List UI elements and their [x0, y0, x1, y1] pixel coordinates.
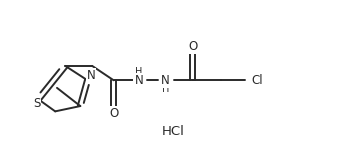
- Text: N: N: [161, 74, 170, 87]
- Text: H: H: [135, 67, 143, 77]
- Text: O: O: [188, 40, 197, 53]
- Text: O: O: [109, 107, 118, 120]
- Text: HCl: HCl: [161, 125, 184, 138]
- Text: Cl: Cl: [251, 74, 263, 87]
- Text: H: H: [162, 84, 169, 94]
- Text: N: N: [87, 69, 95, 82]
- Text: S: S: [33, 97, 40, 110]
- Text: N: N: [134, 74, 143, 87]
